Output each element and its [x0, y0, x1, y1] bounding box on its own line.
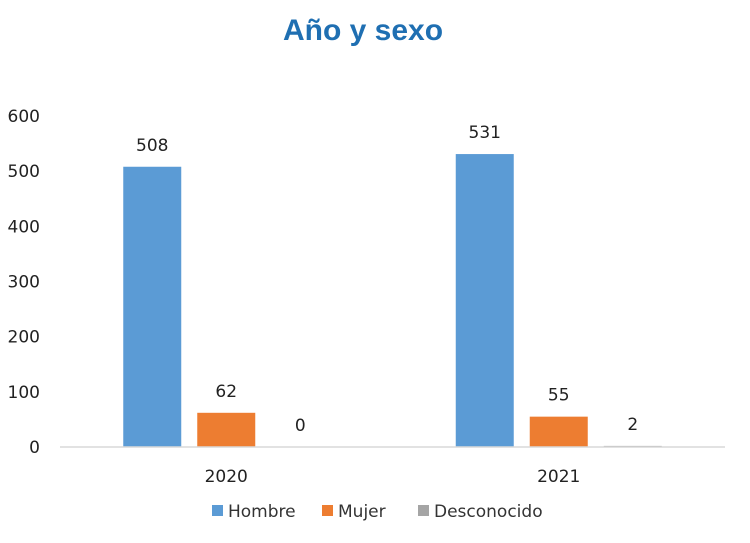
legend-swatch	[212, 505, 223, 516]
legend-label: Hombre	[228, 502, 296, 522]
bar	[529, 416, 588, 447]
legend: Hombre Mujer Desconocido	[212, 502, 543, 522]
data-label: 2	[627, 415, 638, 435]
bar	[455, 154, 514, 447]
chart-title: Año y sexo	[283, 14, 443, 47]
y-tick-label: 100	[8, 383, 40, 403]
data-label: 0	[295, 416, 306, 436]
bar	[197, 412, 256, 447]
y-tick-label: 300	[8, 273, 40, 293]
data-label: 508	[136, 136, 168, 156]
data-label: 531	[469, 123, 501, 143]
y-tick-label: 200	[8, 328, 40, 348]
bar	[123, 166, 182, 447]
x-tick-label: 2020	[205, 467, 248, 487]
legend-swatch	[322, 505, 333, 516]
bars-group: 508 62 0 531 55 2	[123, 123, 662, 447]
y-tick-label: 400	[8, 217, 40, 237]
legend-label: Mujer	[338, 502, 386, 522]
y-tick-label: 500	[8, 162, 40, 182]
legend-label: Desconocido	[434, 502, 543, 522]
data-label: 62	[215, 382, 237, 402]
x-tick-label: 2021	[537, 467, 580, 487]
data-label: 55	[548, 386, 570, 406]
legend-swatch	[418, 505, 429, 516]
y-tick-label: 0	[29, 438, 40, 458]
x-axis-ticks: 2020 2021	[205, 467, 581, 487]
y-axis-ticks: 0 100 200 300 400 500 600	[8, 107, 40, 458]
y-tick-label: 600	[8, 107, 40, 127]
